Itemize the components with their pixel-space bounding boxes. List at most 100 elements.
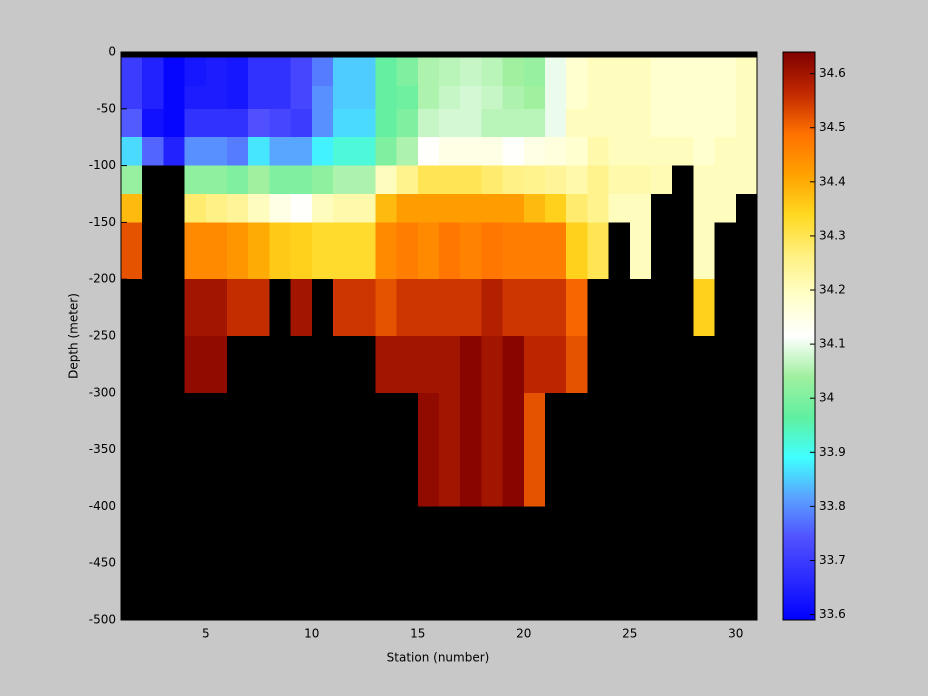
- cell: [439, 364, 461, 393]
- cell: [502, 279, 524, 308]
- y-tick-label: -350: [89, 442, 116, 456]
- cell: [311, 57, 333, 87]
- cell: [629, 250, 651, 280]
- cell: [163, 108, 185, 138]
- cell: [545, 86, 567, 109]
- y-tick-label: -250: [89, 329, 116, 343]
- cell: [439, 421, 461, 450]
- cell: [460, 165, 482, 194]
- cell: [714, 86, 736, 109]
- cell: [142, 137, 164, 166]
- cell: [651, 165, 673, 194]
- cell: [629, 137, 651, 166]
- cell: [523, 165, 545, 194]
- cell: [142, 86, 164, 109]
- cell: [184, 108, 206, 138]
- cell: [502, 392, 524, 422]
- cell: [333, 137, 355, 166]
- cell: [545, 307, 567, 336]
- cell: [735, 57, 757, 87]
- cell: [375, 364, 397, 393]
- cell: [523, 449, 545, 478]
- cell: [184, 250, 206, 280]
- cell: [693, 108, 715, 138]
- cell: [333, 108, 355, 138]
- cell: [375, 307, 397, 336]
- cell: [205, 250, 227, 280]
- cell: [290, 165, 312, 194]
- cell: [121, 222, 143, 251]
- cell: [354, 222, 376, 251]
- cell: [651, 108, 673, 138]
- cell: [121, 108, 143, 138]
- cell: [502, 421, 524, 450]
- cell: [545, 250, 567, 280]
- cell: [481, 364, 503, 393]
- cell: [417, 165, 439, 194]
- x-tick-label: 15: [410, 627, 425, 641]
- cell: [417, 250, 439, 280]
- cell: [481, 449, 503, 478]
- cell: [693, 194, 715, 223]
- cell: [587, 250, 609, 280]
- cell: [523, 222, 545, 251]
- cell: [566, 57, 588, 87]
- cell: [248, 86, 270, 109]
- cell: [545, 194, 567, 223]
- cell: [163, 86, 185, 109]
- x-tick-label: 10: [304, 627, 319, 641]
- cell: [523, 336, 545, 365]
- cell: [587, 222, 609, 251]
- cell: [417, 194, 439, 223]
- cell: [142, 108, 164, 138]
- cell: [333, 86, 355, 109]
- cell: [651, 57, 673, 87]
- cell: [184, 165, 206, 194]
- colorbar-tick-label: 34.6: [819, 66, 846, 80]
- cell: [354, 137, 376, 166]
- cell: [566, 250, 588, 280]
- cell: [227, 137, 249, 166]
- cell: [608, 137, 630, 166]
- cell: [248, 222, 270, 251]
- cell: [269, 108, 291, 138]
- cell: [502, 108, 524, 138]
- cell: [587, 165, 609, 194]
- cell: [375, 108, 397, 138]
- colorbar-tick-label: 34.1: [819, 337, 846, 351]
- cell: [502, 307, 524, 336]
- cell: [396, 250, 418, 280]
- colorbar-tick-label: 34.4: [819, 174, 846, 188]
- cell: [417, 364, 439, 393]
- cell: [460, 449, 482, 478]
- cell: [439, 307, 461, 336]
- cell: [460, 250, 482, 280]
- cell: [672, 137, 694, 166]
- cell: [735, 137, 757, 166]
- cell: [417, 392, 439, 422]
- cell: [184, 57, 206, 87]
- cell: [608, 108, 630, 138]
- cell: [523, 364, 545, 393]
- x-tick-label: 20: [516, 627, 531, 641]
- cell: [311, 86, 333, 109]
- cell: [205, 165, 227, 194]
- cell: [417, 279, 439, 308]
- cell: [545, 137, 567, 166]
- cell: [439, 250, 461, 280]
- cell: [651, 86, 673, 109]
- cell: [311, 165, 333, 194]
- cells: [121, 57, 757, 507]
- cell: [333, 165, 355, 194]
- cell: [417, 336, 439, 365]
- x-tick-label: 25: [622, 627, 637, 641]
- cell: [439, 86, 461, 109]
- cell: [481, 392, 503, 422]
- cell: [227, 222, 249, 251]
- cell: [523, 194, 545, 223]
- cell: [269, 250, 291, 280]
- cell: [205, 364, 227, 393]
- cell: [481, 478, 503, 507]
- cell: [142, 57, 164, 87]
- colorbar-tick-label: 33.8: [819, 499, 846, 513]
